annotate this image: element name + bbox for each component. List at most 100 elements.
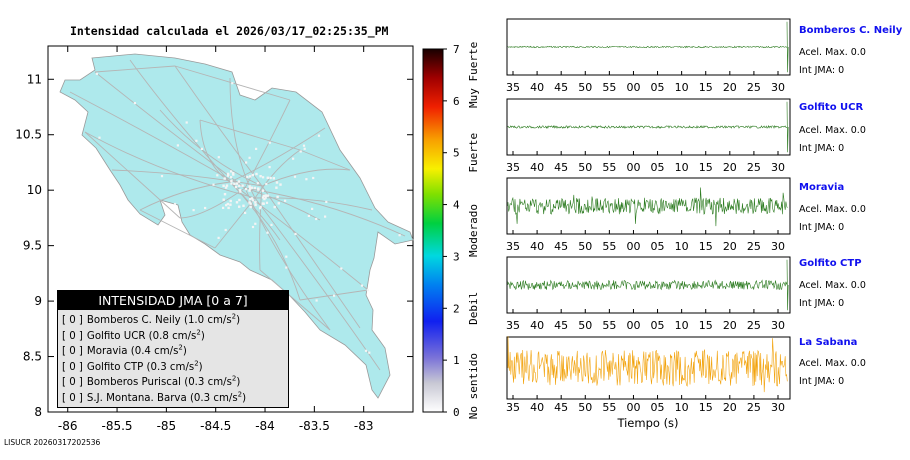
town-marker	[173, 202, 177, 206]
trace-x-tick-label: 45	[554, 319, 568, 332]
map-y-axis: 11 10.5 10 9.5 9 8.5 8	[15, 72, 413, 419]
map-y-tick-label: 10	[27, 183, 42, 197]
trace-x-tick-label: 00	[626, 161, 640, 174]
trace-x-tick-label: 50	[578, 161, 592, 174]
town-marker	[259, 205, 262, 208]
town-marker	[255, 172, 258, 176]
costa-rica-landmass	[59, 53, 414, 399]
map-x-tick-label: -85	[157, 419, 177, 433]
town-marker	[273, 205, 276, 209]
town-marker	[222, 206, 225, 209]
town-marker	[222, 184, 225, 187]
trace-x-tick-label: 10	[675, 161, 689, 174]
town-marker	[364, 349, 368, 352]
road	[244, 187, 331, 331]
town-marker	[226, 172, 230, 176]
road	[111, 169, 263, 187]
town-marker	[176, 144, 179, 147]
legend-item: [ 0 ] Bomberos C. Neily (1.0 cm/s2)	[62, 312, 241, 326]
town-marker	[238, 189, 242, 192]
colorbar-tick-label: 7	[453, 43, 460, 56]
town-marker	[293, 175, 297, 178]
trace-x-tick-label: 15	[699, 401, 713, 414]
town-marker	[235, 201, 239, 204]
trace-x-tick-label: 50	[578, 319, 592, 332]
town-marker	[95, 72, 98, 75]
town-marker	[230, 176, 233, 179]
trace-x-tick-label: 05	[651, 240, 665, 253]
town-marker	[368, 351, 371, 354]
seismic-trace-line	[507, 187, 788, 227]
seismic-trace-line	[507, 336, 788, 393]
map-x-tick-label: -84.5	[200, 419, 231, 433]
town-marker	[262, 194, 266, 197]
colorbar-category-label: Debil	[467, 292, 480, 325]
town-marker	[254, 222, 257, 225]
town-marker	[265, 182, 268, 186]
station-accel: Acel. Max. 0.0	[799, 47, 866, 58]
trace-x-tick-label: 30	[771, 161, 785, 174]
town-marker	[227, 206, 230, 210]
town-marker	[315, 217, 318, 221]
town-marker	[251, 173, 254, 177]
town-marker	[230, 179, 233, 183]
trace-x-tick-label: 10	[675, 401, 689, 414]
town-marker	[261, 196, 264, 199]
map-y-tick-label: 9.5	[23, 239, 42, 253]
town-marker	[266, 176, 269, 179]
map-y-tick-label: 8.5	[23, 350, 42, 364]
trace-x-tick-label: 00	[626, 319, 640, 332]
colorbar-category-label: Fuerte	[467, 133, 480, 173]
trace-x-tick-label: 30	[771, 240, 785, 253]
trace-x-tick-label: 55	[602, 240, 616, 253]
station-name: La Sabana	[799, 337, 858, 348]
trace-x-tick-label: 55	[602, 401, 616, 414]
town-marker	[249, 202, 252, 205]
road	[261, 185, 361, 329]
town-marker	[261, 189, 265, 192]
trace-x-tick-label: 35	[506, 240, 520, 253]
town-marker	[277, 202, 280, 205]
trace-x-tick-label: 40	[530, 240, 544, 253]
colorbar-tick-label: 0	[453, 406, 460, 419]
town-marker	[217, 156, 220, 159]
road	[174, 65, 263, 187]
trace-x-tick-label: 45	[554, 401, 568, 414]
road	[254, 197, 381, 371]
town-marker	[312, 176, 315, 180]
trace-x-tick-label: 35	[506, 81, 520, 94]
colorbar-tick-label: 1	[453, 354, 460, 367]
station-name: Moravia	[799, 182, 845, 193]
road	[84, 131, 256, 199]
trace-x-tick-label: 15	[699, 161, 713, 174]
colorbar-category-label: Muy Fuerte	[467, 42, 480, 108]
town-marker	[249, 175, 252, 178]
footer-id: LISUCR 20260317202536	[4, 438, 101, 447]
legend-item: [ 0 ] Golfito CTP (0.3 cm/s2)	[62, 359, 203, 373]
town-marker	[250, 186, 254, 189]
town-marker	[325, 200, 328, 203]
trace-x-tick-label: 40	[530, 401, 544, 414]
town-marker	[133, 102, 136, 105]
town-marker	[248, 156, 251, 159]
town-marker	[263, 197, 266, 201]
trace-x-tick-label: 20	[723, 319, 737, 332]
town-marker	[241, 184, 244, 187]
town-marker	[253, 186, 257, 190]
town-marker	[254, 201, 257, 204]
town-marker	[160, 175, 164, 178]
road	[259, 269, 331, 331]
town-marker	[251, 225, 255, 229]
town-marker	[231, 172, 235, 175]
trace-x-tick-label: 20	[723, 401, 737, 414]
town-marker	[248, 189, 251, 192]
town-marker	[249, 197, 252, 201]
trace-x-tick-label: 40	[530, 161, 544, 174]
town-marker	[244, 211, 247, 214]
trace-x-tick-label: 40	[530, 81, 544, 94]
colorbar-category-label: Moderado	[467, 204, 480, 257]
town-marker	[268, 141, 271, 144]
trace-x-tick-label: 15	[699, 319, 713, 332]
map-y-tick-label: 11	[27, 72, 42, 86]
